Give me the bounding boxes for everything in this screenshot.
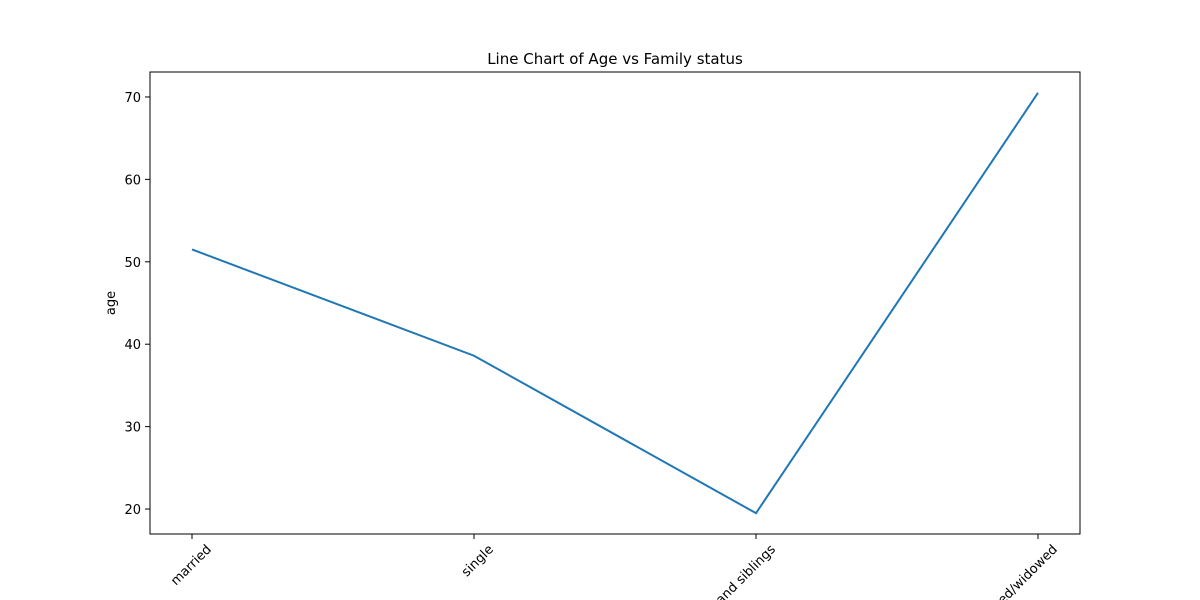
line [191,92,1039,515]
plot-frame [149,71,1081,535]
y-tick-label: 20 [124,503,141,518]
chart-title: Line Chart of Age vs Family status [487,50,743,68]
y-tick-label: 30 [124,421,141,436]
y-tick-label: 40 [124,338,141,353]
y-tick-label: 70 [124,91,141,106]
y-tick-label: 60 [124,173,141,188]
x-tick-label: separated/divorced/widowed [917,542,1060,600]
x-tick-label: married [168,542,215,589]
y-tick-label: 50 [124,256,141,271]
y-axis-label: age [104,291,119,315]
x-tick-label: single [459,542,497,580]
x-tick-label: with parents and siblings [653,542,779,600]
